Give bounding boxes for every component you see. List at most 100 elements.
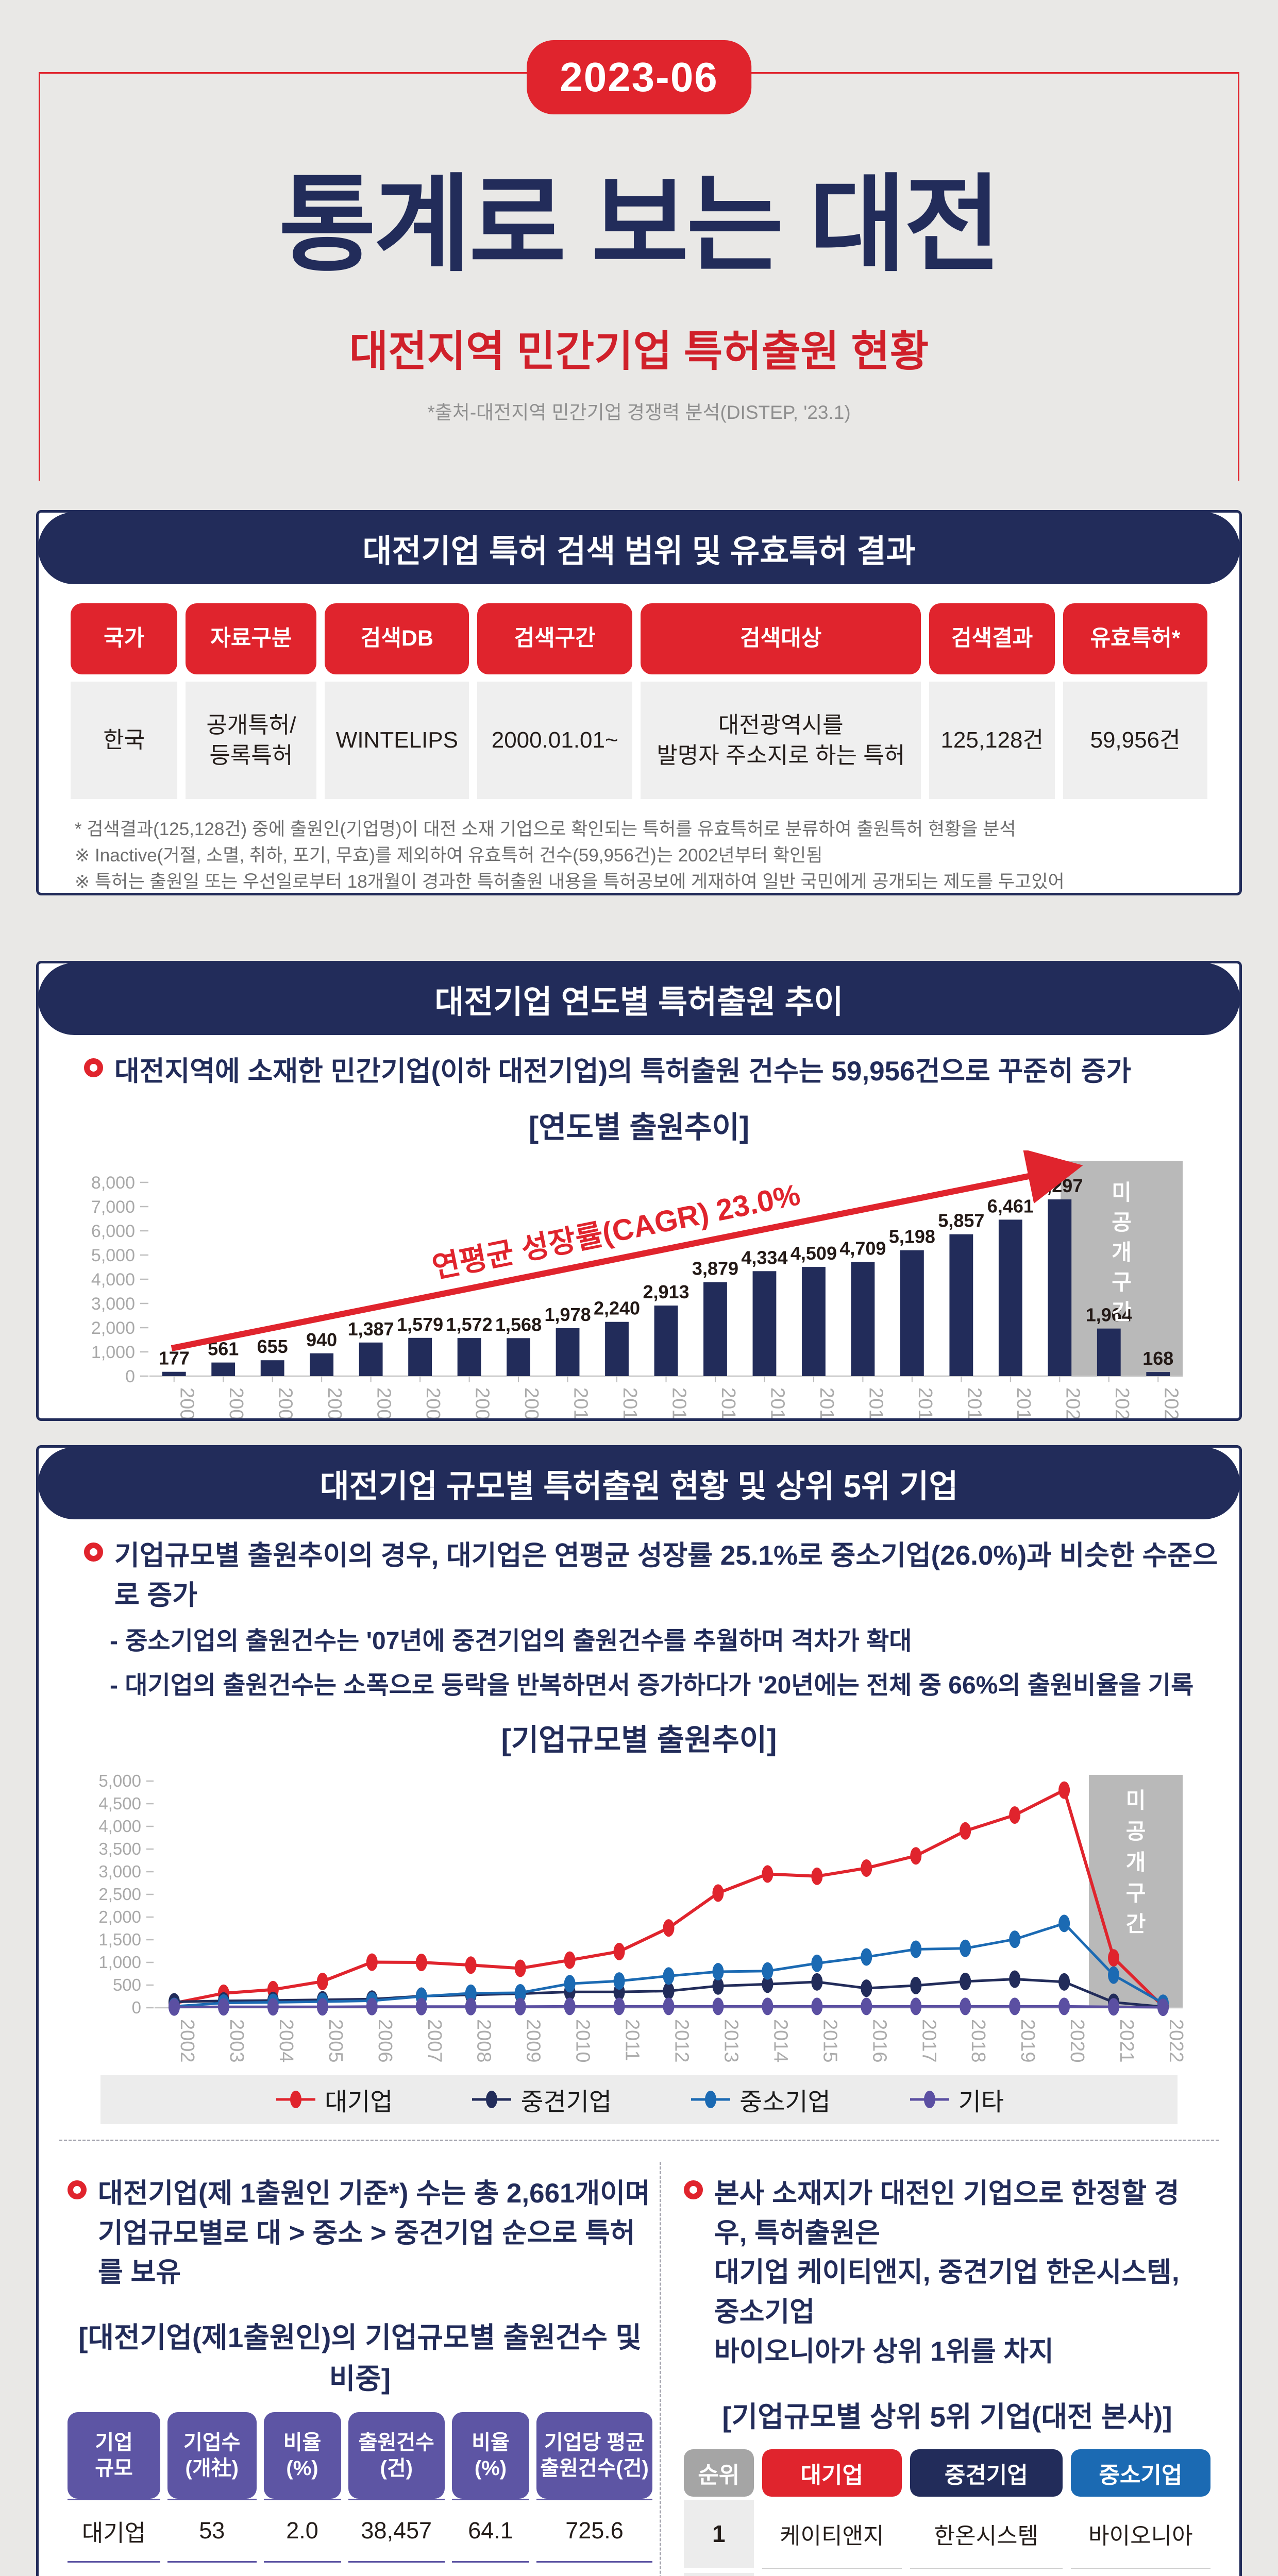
bar-value-label: 5,198 bbox=[889, 1226, 935, 1247]
legend-marker-icon bbox=[910, 2091, 949, 2109]
y-axis-tick-label: 1,500 bbox=[98, 1930, 141, 1949]
size-table-header: 비율 (%) bbox=[452, 2412, 529, 2499]
series-marker bbox=[663, 1967, 675, 1985]
legend-label: 중소기업 bbox=[739, 2089, 831, 2116]
search-table-column: 검색구간 2000.01.01~ bbox=[477, 603, 633, 799]
series-marker bbox=[267, 1997, 279, 2015]
bar bbox=[556, 1328, 580, 1376]
x-axis-tick-label: 2022 bbox=[1160, 1387, 1182, 1421]
legend-marker-icon bbox=[276, 2091, 315, 2109]
x-axis-tick-label: 2015 bbox=[819, 2019, 840, 2063]
series-marker bbox=[811, 1954, 823, 1972]
series-marker bbox=[465, 1984, 477, 2002]
bar bbox=[1048, 1199, 1072, 1376]
series-marker bbox=[910, 1997, 922, 2015]
masked-region-label-char: 구 bbox=[1112, 1270, 1132, 1294]
footnote-line: ※ Inactive(거절, 소멸, 취하, 포기, 무효)를 제외하여 유효특… bbox=[75, 845, 823, 866]
size-table-header: 기업당 평균 출원건수(건) bbox=[536, 2412, 652, 2499]
x-axis-tick-label: 2017 bbox=[918, 2019, 939, 2063]
search-table-header: 검색대상 bbox=[641, 603, 921, 674]
legend-marker-icon bbox=[691, 2091, 731, 2109]
search-table-cell: 한국 bbox=[71, 682, 178, 799]
series-marker bbox=[910, 1940, 922, 1958]
series-marker bbox=[1058, 1973, 1070, 1991]
series-marker bbox=[316, 1972, 328, 1990]
series-marker bbox=[712, 1962, 724, 1980]
search-scope-footnotes: * 검색결과(125,128건) 중에 출원인(기업명)이 대전 소재 기업으로… bbox=[75, 817, 1203, 893]
x-axis-tick-label: 2017 bbox=[914, 1387, 936, 1421]
bar-value-label: 2,240 bbox=[594, 1298, 640, 1319]
series-marker bbox=[1108, 1966, 1120, 1984]
x-axis-tick-label: 2020 bbox=[1066, 2019, 1088, 2063]
section-yearly-trend-card: 대전기업 연도별 특허출원 추이 대전지역에 소재한 민간기업(이하 대전기업)… bbox=[36, 961, 1242, 1421]
bar-value-label: 655 bbox=[257, 1336, 288, 1357]
size-table-cell: 38,457 bbox=[348, 2499, 445, 2563]
section-search-scope-card: 대전기업 특허 검색 범위 및 유효특허 결과 국가 한국 자료구분 공개특허/ 등록… bbox=[36, 510, 1242, 895]
y-axis-tick-label: 0 bbox=[125, 1367, 135, 1386]
masked-region-label-char: 미 bbox=[1112, 1180, 1132, 1205]
bar bbox=[703, 1282, 727, 1376]
y-axis-tick-label: 0 bbox=[132, 1998, 141, 2017]
footnote-line: * 검색결과(125,128건) 중에 출원인(기업명)이 대전 소재 기업으로… bbox=[75, 819, 1016, 839]
bar bbox=[457, 1337, 481, 1376]
search-table-header: 자료구분 bbox=[186, 603, 317, 674]
page-title: 통계로 보는 대전 bbox=[278, 166, 1001, 284]
search-table-cell: 공개특허/ 등록특허 bbox=[186, 682, 317, 799]
first-applicant-column: 대전기업(제 1출원인 기준*) 수는 총 2,661개이며 기업규모별로 대 … bbox=[68, 2157, 652, 2576]
bar bbox=[1097, 1328, 1121, 1376]
search-table-header: 국가 bbox=[71, 603, 178, 674]
bar bbox=[802, 1266, 826, 1376]
size-table-cell: 대기업 bbox=[68, 2499, 160, 2563]
series-marker bbox=[514, 1984, 526, 2002]
x-axis-tick-label: 2002 bbox=[176, 1387, 198, 1421]
size-table-header: 기업 규모 bbox=[68, 2412, 160, 2499]
bar-value-label: 1,572 bbox=[446, 1314, 493, 1335]
bullet-ring-icon bbox=[84, 1058, 103, 1077]
series-marker bbox=[910, 1846, 922, 1865]
bullet-ring-icon bbox=[684, 2180, 703, 2199]
series-marker bbox=[811, 1997, 823, 2015]
y-axis-tick-label: 4,000 bbox=[91, 1270, 135, 1290]
series-marker bbox=[564, 1975, 576, 1993]
yearly-trend-bullet-text: 대전지역에 소재한 민간기업(이하 대전기업)의 특허출원 건수는 59,956… bbox=[114, 1056, 1132, 1087]
search-table-column: 검색결과 125,128건 bbox=[929, 603, 1055, 799]
y-axis-tick-label: 3,000 bbox=[98, 1862, 141, 1881]
size-table-cell: 중견기업 bbox=[68, 2563, 160, 2576]
legend-label: 중견기업 bbox=[520, 2089, 612, 2116]
top5-table-title: [기업규모별 상위 5위 기업(대전 본사)] bbox=[722, 2400, 1172, 2433]
vertical-dashed-divider bbox=[660, 2161, 661, 2576]
masked-region-band bbox=[1089, 1774, 1183, 2008]
series-marker bbox=[1108, 1997, 1120, 2015]
section2-banner-title: 대전기업 연도별 특허출원 추이 bbox=[39, 963, 1239, 1035]
bar-value-label: 4,334 bbox=[741, 1247, 787, 1268]
x-axis-tick-label: 2007 bbox=[422, 1387, 444, 1421]
y-axis-tick-label: 3,000 bbox=[91, 1294, 135, 1314]
series-marker bbox=[861, 1948, 872, 1966]
x-axis-tick-label: 2013 bbox=[717, 1387, 739, 1421]
top5-company-cell: 케이티앤지 bbox=[762, 2500, 902, 2569]
x-axis-tick-label: 2002 bbox=[176, 2019, 198, 2063]
x-axis-tick-label: 2021 bbox=[1116, 2019, 1137, 2063]
search-table-column: 검색대상 대전광역시를 발명자 주소지로 하는 특허 bbox=[641, 603, 921, 799]
size-trend-bullet: 기업규모별 출원추이의 경우, 대기업은 연평균 성장률 25.1%로 중소기업… bbox=[84, 1536, 1239, 1616]
header-frame-right-line bbox=[1238, 72, 1239, 481]
series-marker bbox=[663, 1997, 675, 2015]
y-axis-tick-label: 4,000 bbox=[98, 1817, 141, 1836]
top5-rank-cell: 2 bbox=[684, 2572, 754, 2576]
bar bbox=[998, 1219, 1022, 1376]
series-marker bbox=[811, 1973, 823, 1991]
y-axis-tick-label: 1,000 bbox=[91, 1343, 135, 1362]
x-axis-tick-label: 2006 bbox=[374, 2019, 396, 2063]
search-table-column: 검색DB WINTELIPS bbox=[325, 603, 469, 799]
masked-region-label-char: 간 bbox=[1126, 1912, 1146, 1936]
header-frame-left-line bbox=[39, 72, 40, 481]
top5-bullet: 본사 소재지가 대전인 기업으로 한정할 경우, 특허출원은 대기업 케이티앤지… bbox=[684, 2174, 1210, 2372]
bar bbox=[260, 1360, 284, 1376]
bar bbox=[507, 1338, 530, 1376]
search-table-header: 검색구간 bbox=[477, 603, 633, 674]
bar bbox=[211, 1362, 236, 1376]
masked-region-label-char: 공 bbox=[1126, 1819, 1146, 1843]
legend-item: 대기업 bbox=[274, 2081, 393, 2117]
x-axis-tick-label: 2011 bbox=[621, 2019, 643, 2061]
sub-bullet-line: - 대기업의 출원건수는 소폭으로 등락을 반복하면서 증가하다가 '20년에는… bbox=[110, 1671, 1194, 1699]
